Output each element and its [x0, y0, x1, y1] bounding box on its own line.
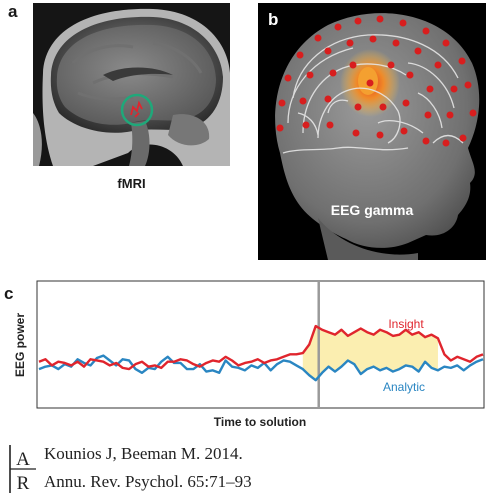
panel-b-caption: EEG gamma	[330, 202, 414, 218]
eeg-head-image	[258, 3, 486, 260]
panel-b-letter: b	[268, 10, 279, 29]
svg-text:R: R	[17, 473, 30, 494]
citation: A R Kounios J, Beeman M. 2014. Annu. Rev…	[8, 441, 478, 499]
x-axis-label: Time to solution	[214, 415, 306, 429]
citation-authors: Kounios J, Beeman M. 2014.	[44, 444, 243, 463]
insight-label: Insight	[388, 317, 424, 331]
analytic-label: Analytic	[383, 380, 425, 394]
panel-c-letter: c	[4, 284, 14, 303]
fmri-brain-image	[33, 3, 230, 166]
insight-difference-area	[302, 326, 438, 381]
y-axis-label: EEG power	[13, 313, 27, 377]
svg-text:A: A	[16, 449, 30, 470]
annual-reviews-logo: A R	[9, 445, 36, 494]
panel-a-letter: a	[8, 2, 18, 21]
insight-series-line	[38, 324, 484, 371]
citation-journal: Annu. Rev. Psychol. 65:71–93	[44, 472, 252, 491]
eeg-power-chart: EEG power Time to solution Insight Analy…	[13, 280, 485, 429]
panel-a-caption: fMRI	[117, 176, 146, 191]
